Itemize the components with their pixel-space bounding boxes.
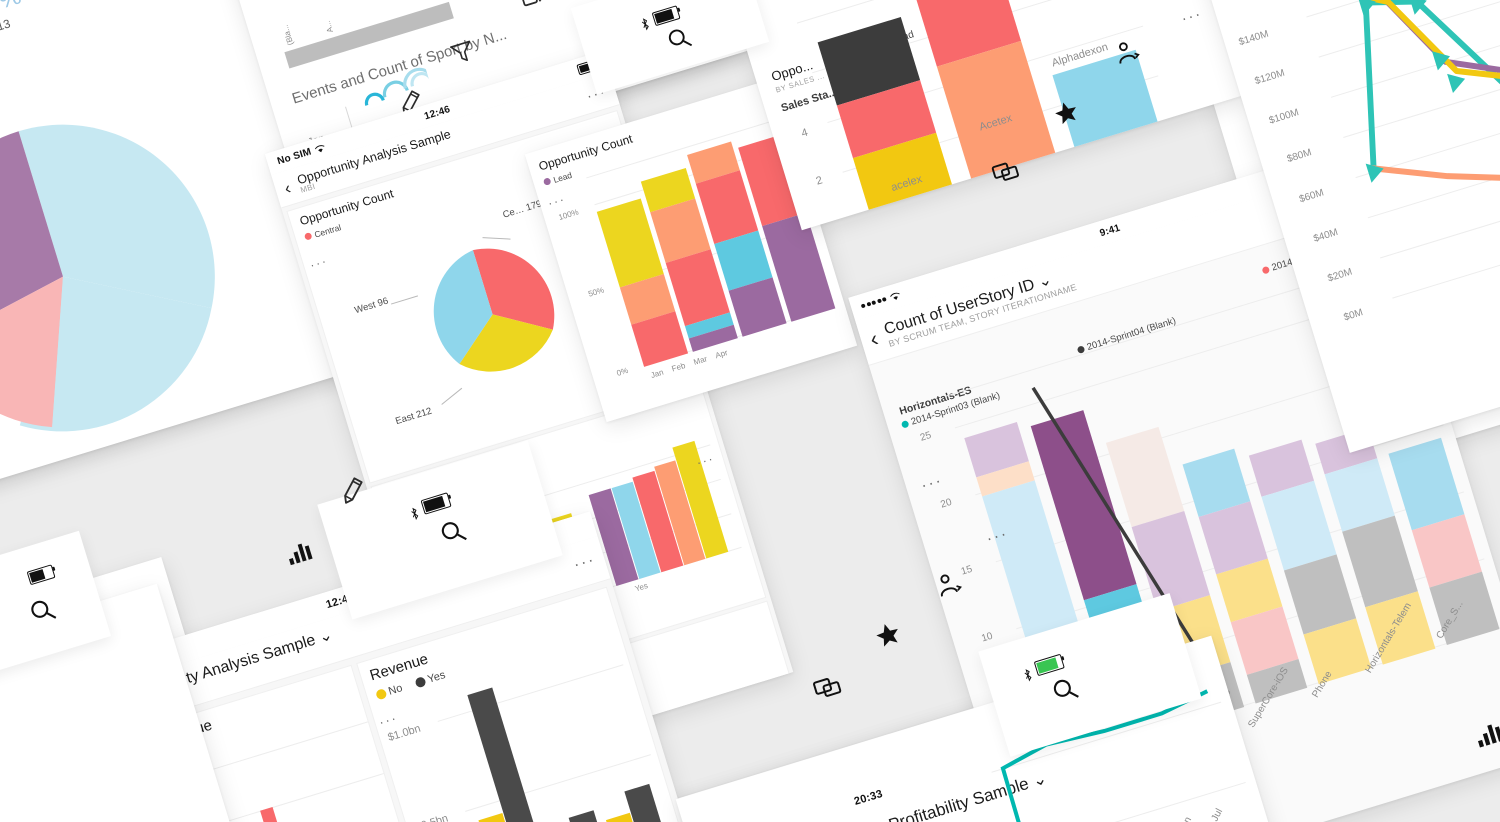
search-icon[interactable] <box>25 593 60 628</box>
ytick-2: 2 <box>814 174 824 188</box>
legend-item: Yes <box>414 669 447 690</box>
search-strip-center[interactable] <box>570 0 770 95</box>
pie-label-east: East 212 <box>394 405 434 428</box>
person-icon[interactable] <box>1110 36 1142 68</box>
bluetooth-icon <box>641 18 649 31</box>
status-time: 12:46 <box>422 103 452 122</box>
comment-icon[interactable] <box>810 670 845 705</box>
cat-apr: Apr <box>714 348 729 361</box>
bar-yes <box>624 783 671 822</box>
bluetooth-icon <box>411 507 419 520</box>
tile-more-icon[interactable]: ··· <box>308 253 330 273</box>
ytick-0: 0% <box>615 365 630 378</box>
search-icon[interactable] <box>436 515 471 550</box>
legend-swatch <box>900 419 910 429</box>
person-icon[interactable] <box>931 568 965 602</box>
region-pie-chart[interactable] <box>0 77 263 477</box>
seg-sky <box>1388 437 1465 531</box>
sales-stage-toolbar[interactable] <box>962 24 1217 206</box>
card-revenue-line[interactable]: $140M $120M $100M $80M $60M $40M $20M $0… <box>1168 0 1500 453</box>
pie-label-west: West 96 <box>353 295 390 317</box>
back-icon[interactable]: ‹ <box>281 177 293 198</box>
statusbar: No SIM 12:46 <box>264 50 610 175</box>
tile-more-icon[interactable]: ··· <box>377 709 400 730</box>
battery-icon <box>26 564 56 586</box>
legend-swatch <box>1261 265 1271 275</box>
cat-feb: Feb <box>670 360 687 374</box>
search-strip-right[interactable] <box>978 593 1202 757</box>
tile-opportunity-count-pie[interactable]: Opportunity Count Central ··· Ce… 179 We… <box>287 111 700 483</box>
bar-chart-icon[interactable] <box>1471 717 1500 749</box>
back-icon[interactable]: ‹ <box>866 325 882 352</box>
status-time: 20:33 <box>852 787 885 808</box>
opportunity-count-pie[interactable] <box>405 227 580 402</box>
search-strip-left[interactable] <box>0 530 112 704</box>
battery-icon <box>1033 653 1065 677</box>
filter-icon[interactable] <box>446 36 478 68</box>
ytick-100: 100% <box>557 207 580 223</box>
tile-more-icon[interactable]: ··· <box>546 191 568 211</box>
pie-label-central: Ce… 179 <box>501 198 544 221</box>
signal-dots-icon <box>860 296 887 309</box>
search-strip-midleft[interactable] <box>317 440 563 620</box>
revenue-plot[interactable] <box>1305 0 1500 319</box>
comment-icon[interactable] <box>989 155 1023 189</box>
ytick-0: 0 <box>829 222 839 231</box>
legend-label: Central <box>313 221 343 240</box>
revenue-lines[interactable] <box>1305 0 1500 319</box>
battery-icon <box>651 5 681 27</box>
sport-axis-blank: (Bla... <box>280 23 296 47</box>
card-kpi-pie[interactable]: East 42.38 % $894,594,513 % 8,782 <box>0 0 392 547</box>
more-options-icon[interactable]: ··· <box>919 472 946 495</box>
sport-axis-a: A... <box>322 19 335 34</box>
bar-chart-icon[interactable] <box>282 536 318 568</box>
card-opportunity-analysis-1246[interactable]: No SIM 12:46 ‹ Opportunity Analysis Samp… <box>264 50 794 776</box>
legend-label: No <box>387 682 405 698</box>
ytick-4: 4 <box>799 126 810 140</box>
wifi-icon <box>314 144 325 152</box>
legend-item: No <box>374 682 405 701</box>
annotate-icon[interactable] <box>336 472 371 507</box>
star-icon[interactable] <box>1050 97 1082 129</box>
cat-jan: Jan <box>649 367 665 380</box>
profitability-plot[interactable]: Apr May Jun Jul <box>981 667 1269 822</box>
sport-divider <box>345 106 353 128</box>
cat-mar: Mar <box>692 354 709 367</box>
legend-swatch <box>414 676 427 689</box>
legend-swatch <box>303 232 313 241</box>
search-icon[interactable] <box>1048 672 1083 707</box>
midleft-toolbar[interactable] <box>237 412 543 618</box>
card-customer-profitability[interactable]: ...IM 20:33 Customer Profitability Sampl… <box>675 635 1285 822</box>
profit-line[interactable] <box>981 667 1269 822</box>
search-icon[interactable] <box>663 23 695 55</box>
more-options-icon[interactable]: ··· <box>571 551 598 574</box>
legend-label: Lead <box>552 169 574 185</box>
wifi-icon <box>889 292 900 300</box>
status-time: 9:41 <box>1098 222 1122 239</box>
seg-cream <box>1105 427 1184 528</box>
legend-label: Yes <box>426 669 447 686</box>
avg-revenue-bar[interactable] <box>260 806 327 822</box>
legend-swatch <box>542 177 552 187</box>
ytick-50: 50% <box>587 285 606 299</box>
bluetooth-icon <box>1024 669 1032 682</box>
kpi-value: $894,594,513 <box>0 16 13 52</box>
center-phone-toolbar[interactable]: ··· ··· <box>754 471 1035 739</box>
legend-swatch <box>374 688 388 701</box>
share-icon[interactable] <box>516 0 548 14</box>
ytick-0-5bn: $0.5bn <box>414 812 450 822</box>
cat-yes: Yes <box>633 581 649 594</box>
star-icon[interactable] <box>871 618 905 652</box>
tile-more-icon[interactable]: ··· <box>1179 5 1205 28</box>
